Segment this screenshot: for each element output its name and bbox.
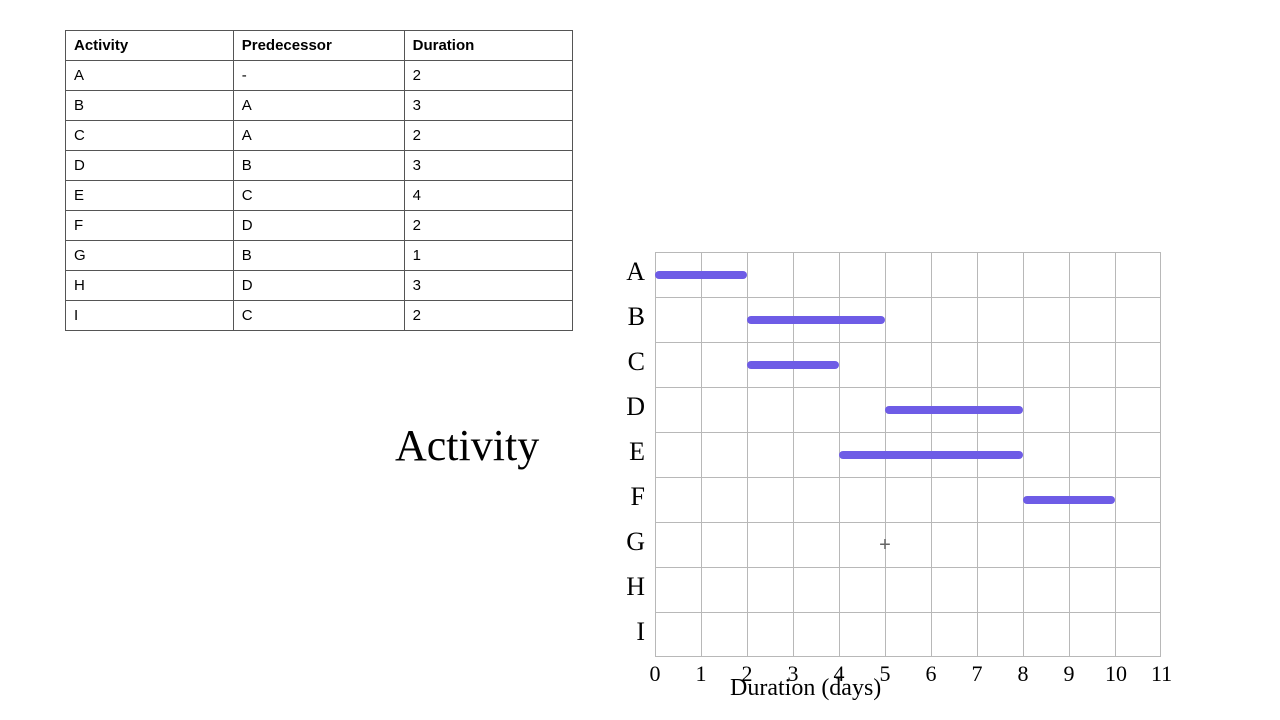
x-tick-label: 1 xyxy=(691,661,711,687)
table-row: FD2 xyxy=(66,211,573,241)
table-cell: 2 xyxy=(404,301,572,331)
cursor-mark-icon: + xyxy=(878,538,892,552)
x-tick-label: 2 xyxy=(737,661,757,687)
y-tick-label: B xyxy=(621,302,645,332)
table-cell: 2 xyxy=(404,121,572,151)
x-tick-label: 0 xyxy=(645,661,665,687)
table-cell: G xyxy=(66,241,234,271)
table-cell: F xyxy=(66,211,234,241)
y-tick-label: C xyxy=(621,347,645,377)
y-tick-label: E xyxy=(621,437,645,467)
x-tick-label: 3 xyxy=(783,661,803,687)
y-tick-label: D xyxy=(621,392,645,422)
x-tick-label: 9 xyxy=(1059,661,1079,687)
table-cell: H xyxy=(66,271,234,301)
table-cell: D xyxy=(233,271,404,301)
gantt-bar xyxy=(747,316,885,324)
table-row: GB1 xyxy=(66,241,573,271)
x-tick-label: 8 xyxy=(1013,661,1033,687)
table-cell: 2 xyxy=(404,61,572,91)
table-cell: 2 xyxy=(404,211,572,241)
activity-table: Activity Predecessor Duration A-2BA3CA2D… xyxy=(65,30,573,331)
x-tick-label: 6 xyxy=(921,661,941,687)
table-cell: B xyxy=(233,241,404,271)
table-cell: D xyxy=(66,151,234,181)
gantt-bar xyxy=(839,451,1023,459)
table-cell: A xyxy=(233,121,404,151)
table-row: A-2 xyxy=(66,61,573,91)
table-cell: B xyxy=(233,151,404,181)
table-cell: C xyxy=(233,181,404,211)
y-tick-label: F xyxy=(621,482,645,512)
col-header-activity: Activity xyxy=(66,31,234,61)
gantt-chart: + xyxy=(655,252,1161,657)
x-tick-label: 5 xyxy=(875,661,895,687)
table-row: DB3 xyxy=(66,151,573,181)
y-tick-label: A xyxy=(621,257,645,287)
col-header-predecessor: Predecessor xyxy=(233,31,404,61)
table-cell: C xyxy=(66,121,234,151)
table-cell: 3 xyxy=(404,91,572,121)
table-row: CA2 xyxy=(66,121,573,151)
table-row: IC2 xyxy=(66,301,573,331)
table-cell: 3 xyxy=(404,151,572,181)
table-cell: A xyxy=(233,91,404,121)
table-cell: B xyxy=(66,91,234,121)
x-tick-label: 7 xyxy=(967,661,987,687)
y-axis-label: Activity xyxy=(395,420,539,471)
gantt-bar xyxy=(885,406,1023,414)
table-row: BA3 xyxy=(66,91,573,121)
y-tick-label: H xyxy=(621,572,645,602)
table-row: EC4 xyxy=(66,181,573,211)
gantt-bar xyxy=(747,361,839,369)
y-tick-label: G xyxy=(621,527,645,557)
table-cell: E xyxy=(66,181,234,211)
col-header-duration: Duration xyxy=(404,31,572,61)
y-tick-label: I xyxy=(621,617,645,647)
table-cell: - xyxy=(233,61,404,91)
gantt-bar xyxy=(655,271,747,279)
x-tick-label: 4 xyxy=(829,661,849,687)
table-cell: I xyxy=(66,301,234,331)
table-cell: A xyxy=(66,61,234,91)
table-cell: C xyxy=(233,301,404,331)
gantt-bar xyxy=(1023,496,1115,504)
table-cell: D xyxy=(233,211,404,241)
table-row: HD3 xyxy=(66,271,573,301)
table-cell: 1 xyxy=(404,241,572,271)
table-header-row: Activity Predecessor Duration xyxy=(66,31,573,61)
x-tick-label: 11 xyxy=(1151,661,1171,687)
table-cell: 3 xyxy=(404,271,572,301)
table-cell: 4 xyxy=(404,181,572,211)
x-tick-label: 10 xyxy=(1105,661,1125,687)
